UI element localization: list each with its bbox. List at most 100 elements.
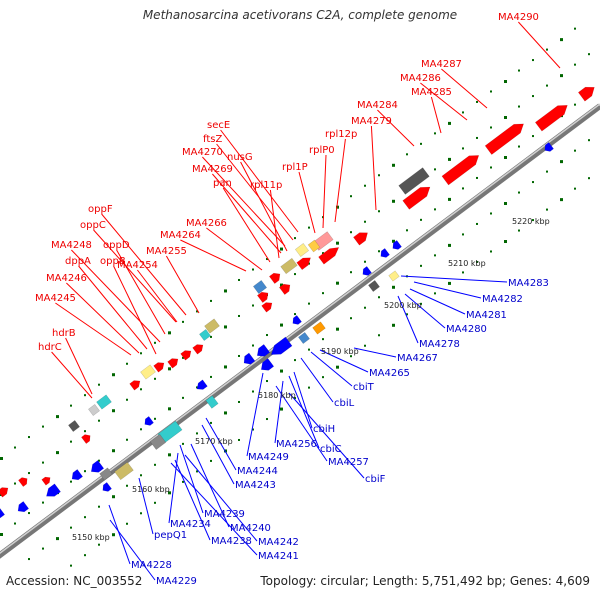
tick-dot: [518, 70, 520, 72]
forward-gene-label[interactable]: MA4245: [35, 293, 76, 304]
forward-label-leader: [241, 162, 287, 251]
forward-gene-label[interactable]: MA4284: [357, 100, 398, 111]
tick-dot: [476, 177, 478, 179]
reverse-gene-label[interactable]: MA4238: [211, 536, 252, 547]
reverse-gene-label[interactable]: cbiT: [353, 382, 375, 393]
tick-dot: [350, 195, 352, 197]
tick-dot: [238, 401, 240, 403]
reverse-gene-label[interactable]: MA4234: [170, 519, 211, 530]
reverse-gene-label[interactable]: MA4282: [482, 294, 523, 305]
forward-gene-block: [141, 365, 156, 379]
reverse-gene-arrow: [378, 248, 389, 259]
tick-dot: [70, 527, 72, 529]
forward-gene-label[interactable]: rpl11p: [250, 180, 282, 191]
reverse-gene-arrow: [0, 507, 5, 520]
reverse-gene-label[interactable]: MA4281: [466, 310, 507, 321]
tick-dot: [182, 321, 184, 323]
forward-gene-label[interactable]: secE: [207, 120, 230, 131]
forward-gene-arrow: [18, 475, 29, 486]
reverse-gene-label[interactable]: MA4244: [237, 466, 278, 477]
forward-gene-label[interactable]: nusG: [227, 152, 253, 163]
tick-dot: [574, 188, 576, 190]
reverse-gene-label[interactable]: MA4256: [276, 439, 317, 450]
tick-dot: [84, 394, 86, 396]
tick-dot: [98, 384, 100, 386]
tick-dot: [280, 370, 283, 373]
reverse-gene-label[interactable]: MA4243: [235, 480, 276, 491]
forward-gene-label[interactable]: MA4255: [146, 246, 187, 257]
forward-gene-label[interactable]: hdrB: [52, 328, 76, 339]
forward-gene-label[interactable]: MA4266: [186, 218, 227, 229]
tick-dot: [308, 227, 310, 229]
tick-dot: [112, 533, 115, 536]
forward-gene-label[interactable]: MA4279: [351, 116, 392, 127]
forward-gene-label[interactable]: rpl12p: [325, 129, 357, 140]
forward-gene-label[interactable]: MA4264: [160, 230, 201, 241]
reverse-gene-label[interactable]: cbiF: [365, 474, 386, 485]
genome-map-view: Methanosarcina acetivorans C2A, complete…: [0, 0, 600, 600]
forward-label-leader: [223, 188, 270, 262]
reverse-gene-label[interactable]: cbiL: [334, 398, 355, 409]
reverse-gene-label[interactable]: MA4283: [508, 278, 549, 289]
tick-dot: [476, 101, 478, 103]
tick-dot: [42, 426, 44, 428]
forward-gene-label[interactable]: dppA: [65, 256, 91, 267]
tick-dot: [448, 282, 451, 285]
tick-dot: [434, 208, 436, 210]
forward-gene-label[interactable]: MA4269: [192, 164, 233, 175]
reverse-gene-label[interactable]: MA4265: [369, 368, 410, 379]
tick-dot: [238, 315, 240, 317]
forward-gene-label[interactable]: oppC: [80, 220, 106, 231]
reverse-gene-label[interactable]: MA4228: [131, 560, 172, 571]
forward-gene-arrow: [578, 83, 597, 101]
reverse-gene-label[interactable]: MA4241: [258, 551, 299, 562]
tick-dot: [224, 365, 227, 368]
tick-dot: [462, 271, 464, 273]
forward-gene-label[interactable]: MA4290: [498, 12, 539, 23]
tick-dot: [378, 210, 380, 212]
forward-gene-arrow: [353, 229, 370, 245]
forward-gene-label[interactable]: rplP0: [309, 145, 335, 156]
accession-text: Accession: NC_003552: [6, 574, 142, 588]
forward-gene-label[interactable]: pan: [213, 178, 232, 189]
tick-dot: [504, 240, 507, 243]
tick-dot: [518, 230, 520, 232]
reverse-gene-label[interactable]: MA4240: [230, 523, 271, 534]
forward-gene-label[interactable]: MA4286: [400, 73, 441, 84]
tick-dot: [238, 439, 240, 441]
forward-gene-block: [295, 243, 308, 256]
reverse-gene-label[interactable]: MA4267: [397, 353, 438, 364]
tick-dot: [252, 345, 254, 347]
reverse-label-leader: [294, 372, 312, 428]
reverse-gene-label[interactable]: MA4257: [328, 457, 369, 468]
reverse-gene-label[interactable]: pepQ1: [154, 530, 187, 541]
tick-dot: [532, 135, 534, 137]
forward-gene-label[interactable]: oppD: [103, 240, 130, 251]
reverse-gene-label[interactable]: cbiH: [313, 424, 335, 435]
tick-dot: [70, 405, 72, 407]
forward-gene-label[interactable]: MA4287: [421, 59, 462, 70]
forward-gene-label[interactable]: hdrC: [38, 342, 62, 353]
reverse-gene-label[interactable]: MA4242: [258, 537, 299, 548]
forward-gene-label[interactable]: MA4285: [411, 87, 452, 98]
tick-dot: [210, 376, 212, 378]
forward-gene-label[interactable]: ftsZ: [203, 134, 222, 145]
tick-dot: [350, 317, 352, 319]
forward-gene-label[interactable]: rpl1P: [282, 162, 308, 173]
forward-gene-label[interactable]: MA4254: [117, 260, 158, 271]
tick-dot: [42, 502, 44, 504]
forward-gene-label[interactable]: oppF: [88, 204, 113, 215]
forward-gene-arrow: [154, 360, 167, 372]
reverse-gene-label[interactable]: MA4249: [248, 452, 289, 463]
forward-gene-arrow: [297, 254, 314, 270]
tick-dot: [84, 430, 86, 432]
reverse-gene-block: [368, 280, 379, 291]
reverse-gene-label[interactable]: MA4280: [446, 324, 487, 335]
genome-summary-text: Topology: circular; Length: 5,751,492 bp…: [260, 574, 590, 588]
forward-gene-label[interactable]: MA4270: [182, 147, 223, 158]
forward-gene-label[interactable]: MA4248: [51, 240, 92, 251]
forward-gene-label[interactable]: MA4246: [46, 273, 87, 284]
reverse-gene-label[interactable]: MA4278: [419, 339, 460, 350]
tick-label: 5180 kbp: [258, 391, 296, 400]
reverse-gene-label[interactable]: cbiC: [320, 444, 342, 455]
